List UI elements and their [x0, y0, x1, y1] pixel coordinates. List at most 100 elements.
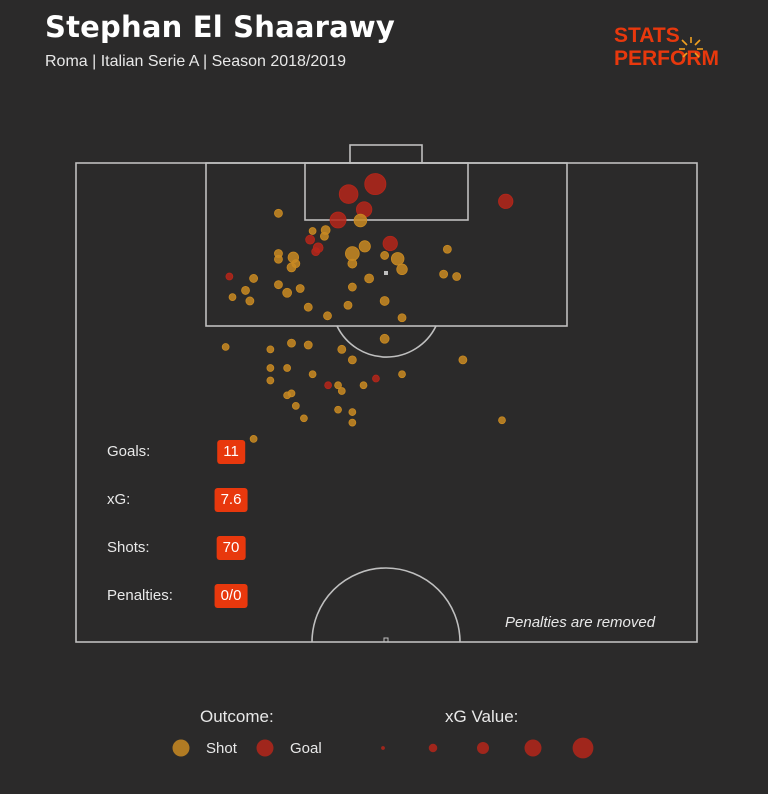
shot-marker	[291, 401, 300, 410]
shot-marker	[364, 273, 374, 284]
shot-marker	[358, 240, 371, 253]
shot-marker	[442, 244, 452, 254]
shot-marker	[300, 414, 308, 423]
shot-marker	[303, 302, 313, 312]
stat-row-penalties-value: 0/0	[214, 584, 248, 608]
centre-spot	[383, 637, 389, 643]
goal-marker	[225, 272, 234, 281]
shot-marker	[397, 313, 407, 323]
shot-marker	[439, 269, 449, 279]
shot-marker	[347, 355, 357, 365]
shot-marker	[241, 286, 250, 295]
shot-marker	[283, 364, 292, 372]
shot-marker	[347, 258, 358, 269]
shot-marker	[458, 355, 468, 365]
shot-marker	[334, 381, 342, 390]
pitch-markings	[75, 144, 698, 643]
legend-markers	[172, 737, 594, 759]
page-title: Stephan El Shaarawy	[45, 10, 396, 44]
legend-outcome-title: Outcome:	[200, 707, 274, 726]
sunburst-icon	[679, 37, 703, 58]
shot-marker	[379, 333, 390, 344]
shot-marker	[343, 300, 353, 310]
penalty-spot	[384, 271, 388, 275]
shot-marker	[359, 381, 368, 390]
six-yard-box	[304, 162, 469, 221]
shot-marker	[249, 435, 258, 443]
shot-marker	[274, 280, 283, 290]
goal-marker	[324, 381, 332, 390]
logo-line2: PERFORM	[614, 47, 719, 70]
goal-marker	[338, 184, 359, 204]
stats-perform-logo: STATS PERFORM	[614, 24, 719, 70]
goal-marker	[329, 211, 347, 229]
shots-layer	[221, 173, 514, 443]
shot-marker	[245, 296, 255, 306]
goal-marker	[311, 247, 321, 257]
shot-marker	[274, 208, 283, 218]
shot-marker	[308, 370, 317, 379]
shot-map	[75, 144, 698, 643]
shot-marker	[266, 376, 275, 385]
shot-marker	[308, 227, 317, 235]
shot-marker	[396, 263, 408, 276]
shot-marker	[348, 418, 357, 427]
stat-row-goals-label: Goals:	[107, 443, 151, 460]
shot-marker	[345, 246, 360, 261]
shot-marker	[274, 254, 283, 264]
legend-xg-title: xG Value:	[445, 707, 519, 726]
legend-xg-marker	[476, 741, 490, 755]
stat-row-goals-value: 11	[217, 440, 245, 464]
shot-marker	[337, 387, 346, 395]
page-subtitle: Roma | Italian Serie A | Season 2018/201…	[45, 53, 346, 70]
legend-shot-marker	[172, 739, 190, 757]
logo-line1: STATS	[614, 24, 680, 47]
shot-marker	[498, 416, 506, 425]
shot-marker	[249, 274, 259, 283]
shot-marker	[347, 282, 357, 292]
shot-marker	[291, 259, 301, 268]
pitch-outline	[75, 162, 698, 643]
shot-marker	[337, 344, 347, 354]
shot-marker	[353, 213, 368, 228]
shot-marker	[266, 345, 275, 354]
goal-marker	[364, 173, 387, 196]
legend-xg-marker	[428, 743, 438, 753]
stat-row-shots-value: 70	[216, 536, 246, 560]
legend-xg-marker	[524, 739, 542, 757]
goal-marker	[498, 193, 514, 209]
goal-marker	[305, 234, 315, 245]
shot-marker	[221, 343, 230, 351]
shot-marker	[283, 391, 292, 400]
stat-row-shots-label: Shots:	[107, 539, 150, 556]
stat-row-penalties-label: Penalties:	[107, 587, 173, 604]
shot-marker	[319, 231, 329, 241]
penalties-note: Penalties are removed	[505, 614, 656, 631]
goal-marker	[372, 374, 380, 383]
stat-row-xg-value: 7.6	[214, 488, 248, 512]
legend-goal-label: Goal	[290, 740, 322, 757]
shot-marker	[348, 408, 357, 416]
shot-marker	[334, 405, 342, 414]
shot-marker	[287, 338, 296, 348]
legend-xg-marker	[381, 746, 385, 750]
shot-marker	[323, 311, 332, 321]
shot-marker	[390, 252, 405, 266]
shot-marker	[303, 340, 313, 350]
shot-marker	[398, 370, 406, 379]
goal-marker	[382, 235, 398, 252]
penalty-arc	[336, 325, 437, 358]
legend-xg-marker	[572, 737, 594, 759]
shot-marker	[295, 284, 305, 293]
shot-marker	[452, 272, 462, 281]
goal	[349, 144, 423, 164]
shot-marker	[380, 251, 390, 260]
centre-circle	[311, 567, 461, 643]
shot-marker	[282, 287, 293, 298]
legend-goal-marker	[256, 739, 274, 757]
legend-shot-label: Shot	[206, 740, 237, 757]
shot-marker	[379, 296, 390, 306]
shot-marker	[266, 364, 275, 372]
shot-marker	[228, 293, 237, 301]
stat-row-xg-label: xG:	[107, 491, 131, 508]
